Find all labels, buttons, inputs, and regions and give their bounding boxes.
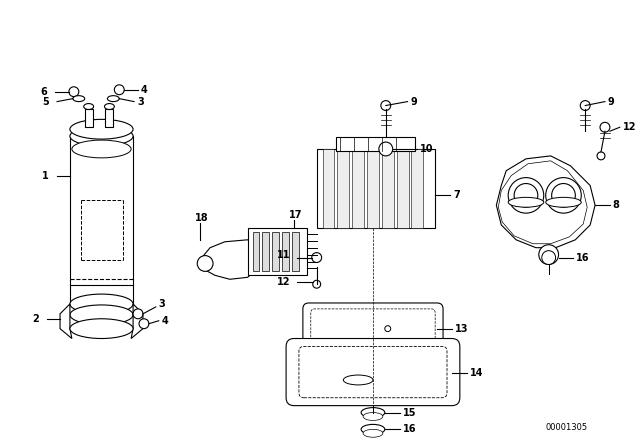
Bar	[272, 232, 279, 271]
Polygon shape	[497, 156, 595, 248]
Text: 15: 15	[403, 408, 416, 418]
Ellipse shape	[508, 177, 544, 213]
Text: 10: 10	[420, 144, 434, 154]
Bar	[352, 149, 364, 228]
Circle shape	[139, 319, 149, 329]
Circle shape	[312, 253, 322, 263]
Ellipse shape	[363, 413, 383, 420]
Text: 14: 14	[470, 368, 483, 378]
Bar	[337, 137, 415, 151]
Text: 9: 9	[410, 97, 417, 107]
Text: 12: 12	[623, 122, 636, 132]
Text: 17: 17	[289, 210, 303, 220]
Circle shape	[385, 326, 391, 332]
Bar	[412, 149, 423, 228]
Ellipse shape	[84, 103, 93, 109]
Text: 16: 16	[576, 253, 590, 263]
Circle shape	[580, 101, 590, 111]
Text: 00001305: 00001305	[546, 423, 588, 432]
Bar	[84, 109, 93, 127]
Text: 4: 4	[141, 85, 148, 95]
Bar	[248, 228, 307, 276]
Ellipse shape	[508, 198, 544, 207]
Polygon shape	[60, 304, 72, 339]
Bar	[262, 232, 269, 271]
Text: 6: 6	[40, 87, 47, 97]
Circle shape	[379, 142, 393, 156]
Ellipse shape	[70, 126, 133, 146]
Text: 12: 12	[277, 277, 291, 287]
Text: 1: 1	[42, 171, 49, 181]
Ellipse shape	[70, 294, 133, 314]
Bar	[382, 149, 394, 228]
Circle shape	[69, 87, 79, 97]
Text: 7: 7	[453, 190, 460, 200]
Ellipse shape	[514, 184, 538, 207]
Circle shape	[381, 101, 391, 111]
Text: 3: 3	[159, 299, 166, 309]
FancyBboxPatch shape	[299, 346, 447, 398]
Bar	[337, 149, 349, 228]
Bar	[253, 232, 259, 271]
Circle shape	[600, 122, 610, 132]
Ellipse shape	[70, 305, 133, 325]
Circle shape	[313, 280, 321, 288]
FancyBboxPatch shape	[286, 339, 460, 405]
Ellipse shape	[108, 96, 119, 102]
Circle shape	[542, 250, 556, 264]
Text: 4: 4	[162, 316, 168, 326]
Ellipse shape	[73, 96, 84, 102]
Ellipse shape	[361, 408, 385, 418]
Ellipse shape	[361, 424, 385, 434]
Bar	[70, 136, 133, 304]
Bar	[323, 149, 335, 228]
Bar	[367, 149, 379, 228]
Circle shape	[115, 85, 124, 95]
Ellipse shape	[552, 184, 575, 207]
FancyBboxPatch shape	[311, 309, 435, 349]
Text: 13: 13	[455, 323, 468, 334]
Ellipse shape	[363, 429, 383, 437]
FancyBboxPatch shape	[303, 303, 443, 354]
Circle shape	[597, 152, 605, 160]
Text: 9: 9	[608, 97, 614, 107]
Polygon shape	[200, 240, 261, 279]
Circle shape	[539, 245, 559, 264]
Ellipse shape	[104, 103, 115, 109]
Circle shape	[133, 309, 143, 319]
Ellipse shape	[546, 198, 581, 207]
Polygon shape	[131, 304, 143, 339]
Text: 16: 16	[403, 424, 416, 434]
Ellipse shape	[70, 119, 133, 139]
Ellipse shape	[72, 140, 131, 158]
Bar	[317, 149, 435, 228]
Ellipse shape	[70, 319, 133, 339]
Bar	[106, 109, 113, 127]
Bar	[282, 232, 289, 271]
Text: 2: 2	[33, 314, 39, 324]
Ellipse shape	[343, 375, 373, 385]
Circle shape	[197, 256, 213, 271]
Text: 5: 5	[42, 97, 49, 107]
Bar	[397, 149, 408, 228]
Text: 11: 11	[277, 250, 291, 259]
Bar	[292, 232, 299, 271]
Text: 8: 8	[613, 200, 620, 210]
Ellipse shape	[546, 177, 581, 213]
Polygon shape	[499, 161, 587, 244]
Text: 18: 18	[195, 213, 209, 223]
Text: 3: 3	[137, 97, 144, 107]
